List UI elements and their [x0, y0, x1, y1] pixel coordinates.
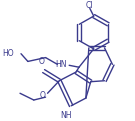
- Text: NH: NH: [60, 111, 72, 120]
- Text: HO: HO: [2, 49, 14, 58]
- Text: O: O: [39, 57, 45, 66]
- Text: Cl: Cl: [86, 1, 93, 10]
- Text: HN: HN: [55, 60, 67, 69]
- Text: O: O: [40, 91, 45, 100]
